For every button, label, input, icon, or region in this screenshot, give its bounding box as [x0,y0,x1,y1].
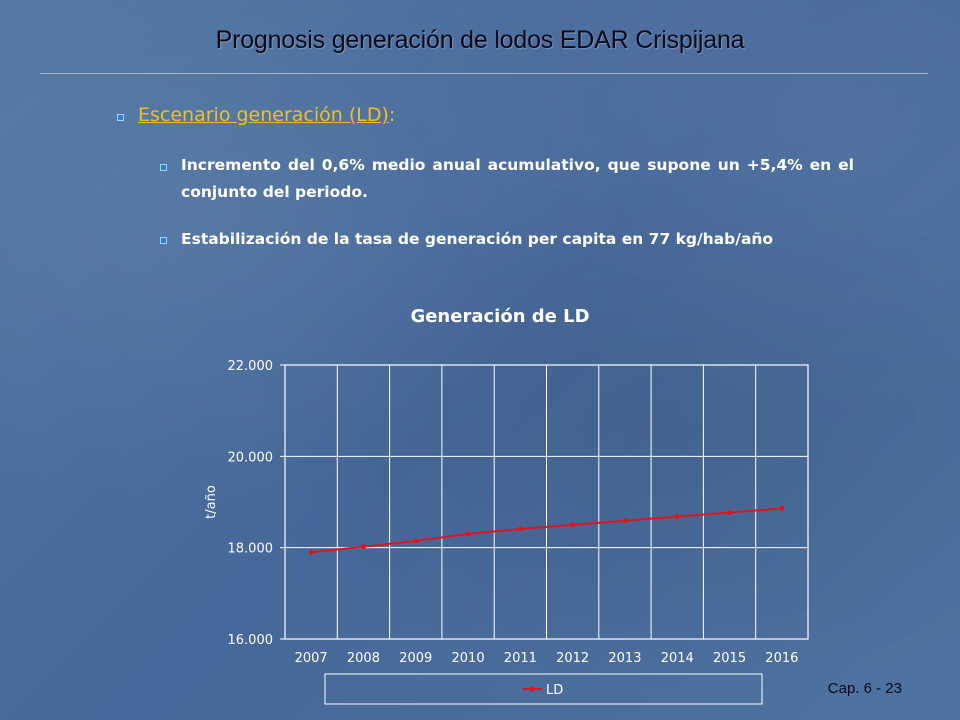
series-group [308,505,785,555]
data-point [413,538,419,544]
x-tick-label: 2009 [399,651,432,666]
slide-title: Prognosis generación de lodos EDAR Crisp… [215,26,745,54]
legend-box [324,673,763,705]
y-tick-label: 22.000 [228,359,274,374]
bullet-square-icon [160,237,167,244]
data-point [360,544,366,550]
y-axis-label: t/año [204,485,219,519]
y-tick-label: 20.000 [228,450,274,465]
scenario-heading-link[interactable]: Escenario generación (LD) [138,104,389,126]
scenario-heading: Escenario generación (LD): [138,104,395,126]
x-tick-label: 2010 [452,651,485,666]
chart-grid [285,364,808,640]
data-point [674,514,680,520]
bullet-item-stabilization: Estabilización de la tasa de generación … [181,230,774,248]
x-tick-label: 2011 [504,651,537,666]
chart-title: Generación de LD [410,306,590,327]
y-axis-ticks: 16.000 18.000 20.000 22.000 [228,359,285,648]
x-axis-ticks: 2007 2008 2009 2010 2011 2012 2013 2014 2015 2016 [295,651,799,666]
x-tick-label: 2013 [608,651,641,666]
bullet-square-icon [117,114,124,121]
data-point [779,505,785,511]
x-tick-label: 2008 [347,651,380,666]
scenario-heading-colon: : [388,104,396,126]
data-point [308,549,314,555]
series-line-ld [311,507,782,554]
legend-marker-icon [529,686,535,692]
x-tick-label: 2012 [556,651,589,666]
legend: LD [324,673,763,705]
plot-area-border [284,364,809,640]
data-point [465,531,471,537]
data-point [517,526,523,532]
y-tick-label: 18.000 [228,542,274,557]
x-tick-label: 2015 [713,651,746,666]
data-point [727,510,733,516]
data-point [570,522,576,528]
title-divider [40,73,928,74]
data-point [622,518,628,524]
slide-number: Cap. 6 - 23 [827,680,902,697]
legend-label: LD [546,683,563,698]
bullet-item-growth: Incremento del 0,6% medio anual acumulat… [181,156,854,201]
x-tick-label: 2014 [661,651,694,666]
x-tick-label: 2007 [295,651,328,666]
bullet-square-icon [160,164,167,171]
y-tick-label: 16.000 [228,633,274,648]
x-tick-label: 2016 [765,651,798,666]
